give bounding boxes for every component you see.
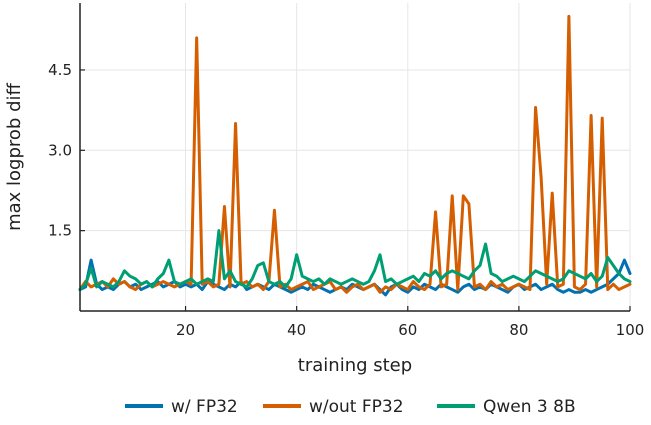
y-tick-label: 3.0 (48, 141, 72, 159)
series-line-w-out-fp32 (78, 14, 632, 294)
legend-label-w-out-fp32: w/out FP32 (309, 397, 404, 417)
legend-label-qwen-3-8b: Qwen 3 8B (483, 397, 576, 417)
legend: w/ FP32 w/out FP32 Qwen 3 8B (125, 397, 576, 417)
gridlines (80, 3, 631, 311)
axes (79, 3, 630, 312)
x-tick-layer: 20 40 60 80 100 (176, 306, 644, 339)
x-tick-label: 20 (176, 321, 195, 339)
x-tick-label: 40 (287, 321, 306, 339)
x-tick-label: 60 (398, 321, 417, 339)
x-tick-label: 100 (616, 321, 645, 339)
series-line-qwen-3-8b (78, 229, 632, 292)
series-layer (78, 14, 632, 297)
y-tick-label: 4.5 (48, 61, 72, 79)
y-axis-title: max logprob diff (4, 83, 25, 231)
y-tick-layer: 1.5 3.0 4.5 (48, 61, 85, 240)
x-axis-title: training step (298, 355, 412, 376)
x-tick-label: 80 (509, 321, 528, 339)
legend-label-w-fp32: w/ FP32 (171, 397, 238, 417)
y-tick-label: 1.5 (48, 222, 72, 240)
